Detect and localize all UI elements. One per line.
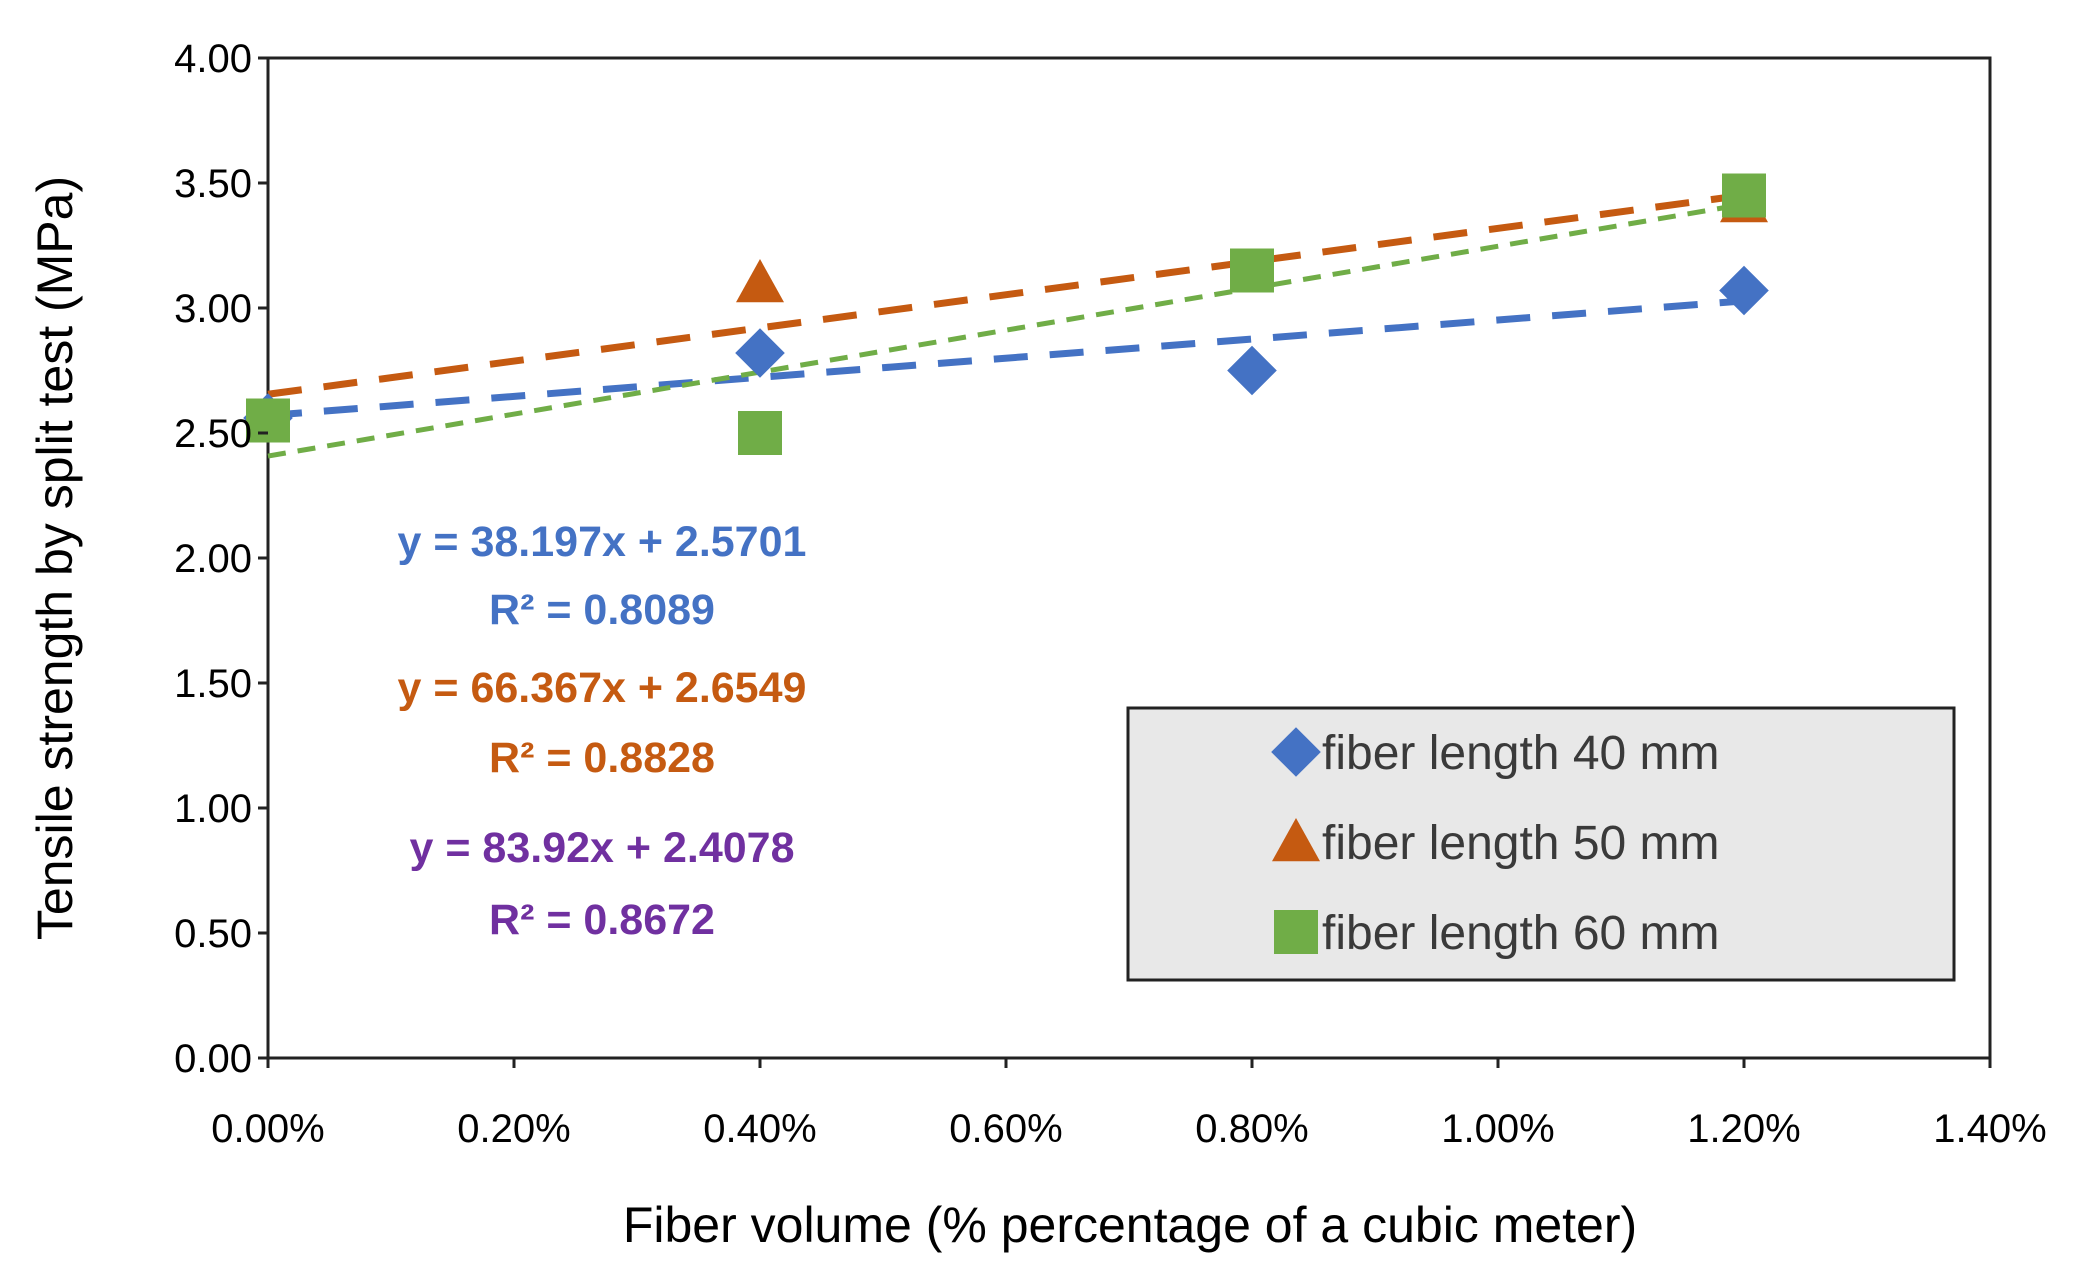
y-tick-label: 2.50	[174, 412, 252, 456]
marker-fiber-length-40-mm	[735, 328, 785, 378]
x-tick-label: 0.20%	[457, 1107, 570, 1151]
marker-fiber-length-40-mm	[1227, 345, 1277, 396]
trend-lines	[267, 191, 1745, 459]
equation-40mm: y = 38.197x + 2.5701	[398, 518, 807, 566]
x-tick-label: 1.40%	[1933, 1107, 2046, 1151]
marker-fiber-length-60-mm	[246, 398, 290, 443]
y-tick-label: 1.00	[174, 787, 252, 831]
marker-fiber-length-60-mm	[738, 411, 782, 455]
y-axis-ticks: 0.00 0.50 1.00 1.50 2.00 2.50 3.00 3.50 4.00	[174, 37, 268, 1081]
legend-label: fiber length 40 mm	[1322, 727, 1720, 780]
x-tick-label: 1.20%	[1687, 1107, 1800, 1151]
r2-60mm: R² = 0.8672	[489, 896, 715, 944]
y-tick-label: 0.50	[174, 912, 252, 956]
x-axis-title: Fiber volume (% percentage of a cubic me…	[623, 1197, 1637, 1253]
marker-fiber-length-60-mm	[1722, 173, 1766, 218]
data-markers	[243, 173, 1769, 455]
y-tick-label: 3.50	[174, 162, 252, 206]
x-tick-label: 0.60%	[949, 1107, 1062, 1151]
x-tick-label: 1.00%	[1441, 1107, 1554, 1151]
y-tick-label: 3.00	[174, 287, 252, 331]
marker-fiber-length-40-mm	[1719, 265, 1769, 316]
marker-fiber-length-60-mm	[1230, 248, 1274, 293]
trendline-fiber-length-50-mm	[267, 191, 1745, 398]
x-tick-label: 0.80%	[1195, 1107, 1308, 1151]
x-tick-label: 0.40%	[703, 1107, 816, 1151]
x-axis-ticks: 0.00% 0.20% 0.40% 0.60% 0.80% 1.00% 1.20% 1.40%	[211, 1058, 2047, 1151]
trendline-fiber-length-60-mm	[267, 201, 1745, 459]
equation-60mm: y = 83.92x + 2.4078	[410, 824, 795, 872]
legend-marker-triangle	[1272, 818, 1320, 862]
y-tick-label: 0.00	[174, 1037, 252, 1081]
trendline-fiber-length-40-mm	[267, 297, 1745, 419]
legend-label: fiber length 60 mm	[1322, 907, 1720, 960]
y-tick-label: 1.50	[174, 662, 252, 706]
equation-50mm: y = 66.367x + 2.6549	[398, 664, 807, 712]
y-axis-title: Tensile strength by split test (MPa)	[27, 176, 83, 940]
legend-items: fiber length 40 mm fiber length 50 mm fibe…	[1271, 727, 1720, 960]
legend-box	[1126, 706, 1956, 982]
r2-40mm: R² = 0.8089	[489, 586, 715, 634]
legend-label: fiber length 50 mm	[1322, 817, 1720, 870]
legend: fiber length 40 mm fiber length 50 mm fibe…	[1126, 706, 1956, 982]
marker-fiber-length-50-mm	[736, 259, 784, 303]
r2-50mm: R² = 0.8828	[489, 734, 715, 782]
legend-marker-square	[1274, 910, 1318, 954]
y-tick-label: 4.00	[174, 37, 252, 81]
x-tick-label: 0.00%	[211, 1107, 324, 1151]
y-tick-label: 2.00	[174, 537, 252, 581]
legend-marker-diamond	[1271, 727, 1321, 777]
